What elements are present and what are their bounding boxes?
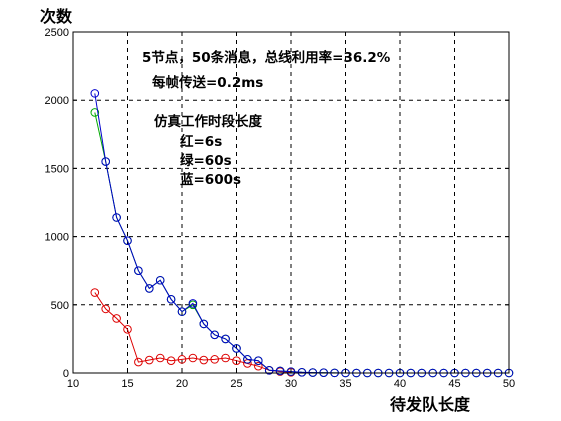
data-point-2 bbox=[177, 307, 187, 316]
data-point-2 bbox=[243, 355, 252, 364]
data-point-0 bbox=[134, 357, 143, 367]
series-layer bbox=[90, 89, 514, 378]
y-axis-title: 次数 bbox=[40, 7, 73, 26]
data-point-0 bbox=[188, 353, 198, 363]
data-point-2 bbox=[199, 319, 209, 329]
series-line-0 bbox=[94, 292, 292, 373]
y-tick-label: 1000 bbox=[45, 232, 69, 244]
series-2 bbox=[90, 89, 514, 378]
data-point-0 bbox=[199, 355, 209, 365]
data-point-2 bbox=[123, 236, 132, 245]
x-axis-title: 待发队长度 bbox=[390, 395, 471, 414]
data-point-2 bbox=[155, 275, 165, 285]
data-point-0 bbox=[155, 353, 165, 363]
data-point-2 bbox=[188, 299, 198, 308]
y-tick-label: 2500 bbox=[45, 27, 69, 39]
data-point-2 bbox=[101, 157, 110, 166]
data-point-2 bbox=[297, 368, 307, 377]
data-point-2 bbox=[221, 334, 230, 344]
data-point-2 bbox=[232, 344, 241, 353]
y-tick-label: 2000 bbox=[45, 95, 69, 107]
annotation-red-label: 红=6s bbox=[180, 133, 222, 150]
data-point-0 bbox=[232, 356, 241, 366]
data-point-2 bbox=[286, 367, 296, 376]
annotation-duration-title: 仿真工作时段长度 bbox=[154, 113, 262, 130]
data-point-0 bbox=[112, 314, 121, 323]
data-point-0 bbox=[210, 355, 219, 364]
series-line-1 bbox=[94, 112, 509, 374]
y-tick-label: 1500 bbox=[45, 163, 69, 175]
data-point-1 bbox=[90, 108, 100, 117]
series-1 bbox=[90, 108, 514, 378]
data-point-2 bbox=[210, 330, 219, 340]
annotation-condition: 5节点，50条消息，总线利用率=36.2% bbox=[142, 49, 391, 66]
data-point-0 bbox=[166, 356, 176, 366]
x-tick-label: 30 bbox=[285, 378, 297, 390]
data-point-2 bbox=[253, 356, 263, 366]
x-tick-label: 40 bbox=[394, 378, 406, 390]
x-tick-label: 10 bbox=[67, 378, 79, 390]
series-line-2 bbox=[94, 93, 509, 374]
grid-lines bbox=[73, 32, 509, 373]
data-point-0 bbox=[145, 355, 154, 365]
x-tick-label: 45 bbox=[448, 378, 460, 390]
x-tick-label: 50 bbox=[503, 378, 515, 390]
annotation-green-label: 绿=60s bbox=[180, 152, 232, 169]
x-tick-label: 25 bbox=[230, 378, 242, 390]
annotation-blue-label: 蓝=600s bbox=[180, 171, 241, 188]
data-point-0 bbox=[101, 304, 110, 314]
x-tick-label: 20 bbox=[176, 378, 188, 390]
data-point-0 bbox=[253, 361, 263, 371]
y-tick-label: 500 bbox=[51, 300, 69, 312]
data-point-0 bbox=[123, 325, 132, 334]
data-point-2 bbox=[166, 295, 176, 304]
data-point-2 bbox=[134, 266, 143, 276]
annotation-frame-time: 每帧传送=0.2ms bbox=[152, 74, 263, 91]
data-point-0 bbox=[221, 353, 230, 363]
data-point-2 bbox=[145, 284, 154, 293]
y-tick-label: 0 bbox=[63, 368, 69, 380]
series-0 bbox=[90, 288, 296, 377]
data-point-2 bbox=[275, 366, 285, 376]
data-point-0 bbox=[90, 288, 100, 297]
data-point-2 bbox=[112, 213, 121, 222]
data-point-0 bbox=[177, 355, 187, 364]
data-point-2 bbox=[264, 365, 274, 375]
x-tick-label: 35 bbox=[339, 378, 351, 390]
data-point-2 bbox=[90, 89, 100, 98]
x-tick-label: 15 bbox=[121, 378, 133, 390]
